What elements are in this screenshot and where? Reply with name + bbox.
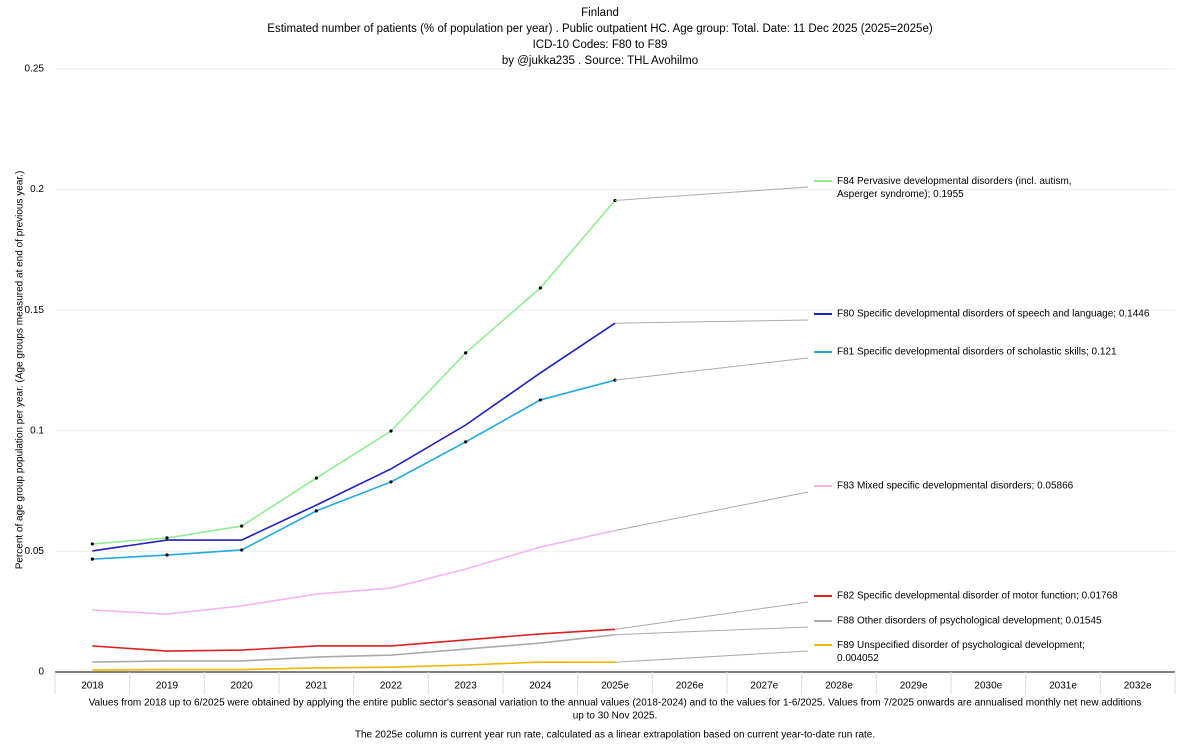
leader-line bbox=[614, 601, 809, 630]
legend-label: F88 Other disorders of psychological dev… bbox=[837, 616, 1102, 627]
series-line bbox=[92, 322, 616, 552]
x-tick-label: 2020 bbox=[231, 681, 254, 692]
legend-label-line: F89 Unspecified disorder of psychologica… bbox=[837, 640, 1085, 651]
series-line bbox=[92, 529, 616, 615]
legend-label: F82 Specific developmental disorder of m… bbox=[837, 591, 1118, 602]
y-tick-label: 0.05 bbox=[25, 546, 45, 557]
x-tick-label: 2022 bbox=[380, 681, 403, 692]
data-point bbox=[464, 351, 468, 355]
x-tick-label: 2030e bbox=[974, 681, 1002, 692]
legend-label-line: F84 Pervasive developmental disorders (i… bbox=[837, 176, 1072, 187]
x-tick-label: 2028e bbox=[825, 681, 853, 692]
leader-line bbox=[614, 626, 809, 636]
x-tick-label: 2021 bbox=[305, 681, 328, 692]
data-point bbox=[538, 398, 542, 402]
footnote: The 2025e column is current year run rat… bbox=[355, 730, 875, 741]
data-point bbox=[464, 440, 468, 444]
chart-subtitle: by @jukka235 . Source: THL Avohilmo bbox=[502, 55, 698, 67]
legend-label-line: 0.004052 bbox=[837, 653, 879, 664]
leader-line bbox=[614, 319, 809, 324]
series-line bbox=[92, 661, 616, 671]
data-point bbox=[314, 476, 318, 480]
x-tick-label: 2027e bbox=[750, 681, 778, 692]
series-line bbox=[92, 633, 616, 663]
x-tick-label: 2026e bbox=[676, 681, 704, 692]
series-line bbox=[92, 199, 616, 545]
series-line bbox=[92, 628, 616, 652]
y-tick-label: 0.1 bbox=[30, 425, 44, 436]
footnote: up to 30 Nov 2025. bbox=[573, 711, 658, 722]
legend-label: F84 Pervasive developmental disorders (i… bbox=[837, 176, 1072, 200]
y-tick-label: 0.25 bbox=[25, 64, 45, 75]
x-tick-label: 2032e bbox=[1124, 681, 1152, 692]
data-point bbox=[538, 286, 542, 290]
data-point bbox=[240, 524, 244, 528]
legend-label: F89 Unspecified disorder of psychologica… bbox=[837, 640, 1085, 664]
y-tick-label: 0 bbox=[38, 667, 44, 678]
chart-subtitle: ICD-10 Codes: F80 to F89 bbox=[533, 39, 668, 51]
data-point bbox=[165, 536, 169, 540]
data-point bbox=[389, 429, 393, 433]
legend-label: F80 Specific developmental disorders of … bbox=[837, 309, 1150, 320]
y-tick-label: 0.2 bbox=[30, 184, 44, 195]
series-line bbox=[92, 379, 616, 560]
data-point bbox=[90, 557, 94, 561]
leader-line bbox=[614, 357, 809, 381]
legend-label: F81 Specific developmental disorders of … bbox=[837, 347, 1117, 358]
data-point bbox=[240, 548, 244, 552]
x-tick-label: 2023 bbox=[455, 681, 478, 692]
chart-title: Finland bbox=[581, 7, 619, 19]
legend-label-line: Asperger syndrome); 0.1955 bbox=[837, 189, 964, 200]
leader-line bbox=[614, 186, 809, 201]
x-tick-label: 2025e bbox=[601, 681, 629, 692]
x-tick-label: 2024 bbox=[529, 681, 552, 692]
data-point bbox=[165, 553, 169, 557]
leader-line bbox=[614, 491, 809, 532]
chart-subtitle: Estimated number of patients (% of popul… bbox=[267, 23, 933, 35]
y-tick-label: 0.15 bbox=[25, 305, 45, 316]
x-tick-label: 2019 bbox=[156, 681, 179, 692]
data-point bbox=[314, 509, 318, 513]
leader-line bbox=[614, 650, 809, 663]
y-axis-label: Percent of age group population per year… bbox=[15, 171, 26, 570]
data-point bbox=[90, 542, 94, 546]
x-tick-label: 2031e bbox=[1049, 681, 1077, 692]
data-point bbox=[389, 480, 393, 484]
legend-label: F83 Mixed specific developmental disorde… bbox=[837, 481, 1074, 492]
x-tick-label: 2029e bbox=[900, 681, 928, 692]
footnote: Values from 2018 up to 6/2025 were obtai… bbox=[89, 698, 1142, 709]
x-tick-label: 2018 bbox=[81, 681, 104, 692]
